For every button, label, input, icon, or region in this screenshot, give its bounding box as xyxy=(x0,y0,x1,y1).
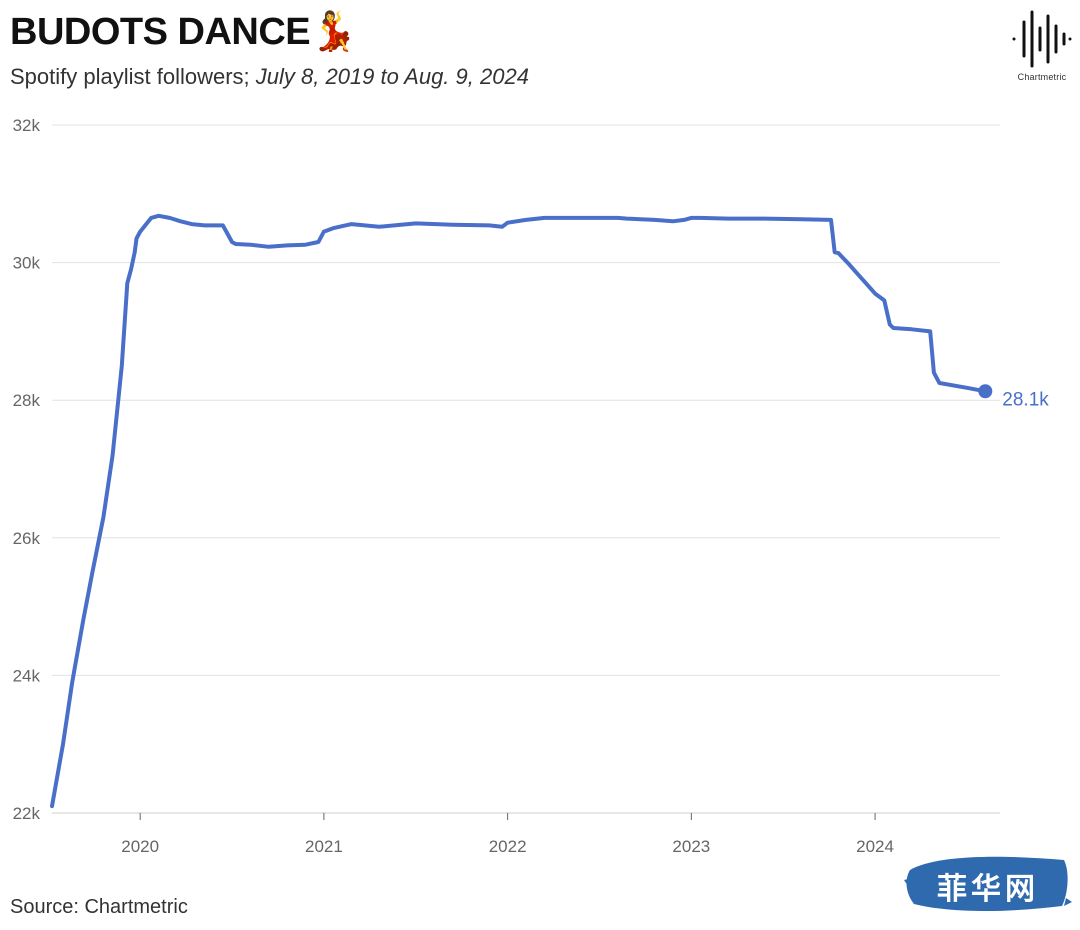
y-tick-label: 32k xyxy=(13,116,41,135)
y-tick-label: 30k xyxy=(13,254,41,273)
y-tick-label: 24k xyxy=(13,666,41,685)
source-note: Source: Chartmetric xyxy=(10,896,188,918)
subtitle-prefix: Spotify playlist followers; xyxy=(10,64,256,89)
y-tick-label: 26k xyxy=(13,529,41,548)
chart-title: BUDOTS DANCE💃 xyxy=(10,10,357,54)
y-tick-label: 22k xyxy=(13,804,41,823)
x-tick-label: 2023 xyxy=(672,837,710,856)
x-tick-label: 2022 xyxy=(489,837,527,856)
chart-title-text: BUDOTS DANCE💃 xyxy=(10,11,357,53)
end-value-label: 28.1k xyxy=(1002,389,1049,410)
chartmetric-logo-icon xyxy=(1012,10,1072,68)
watermark-text: 菲华网 xyxy=(937,872,1039,907)
watermark-brush-icon xyxy=(904,856,1072,911)
end-point xyxy=(978,384,993,399)
series-line xyxy=(50,213,988,809)
x-tick-label: 2024 xyxy=(856,837,894,856)
chartmetric-logo-label: Chartmetric xyxy=(1017,72,1067,82)
line-chart: 22k 24k 26k 28k 30k 32k 2020 2021 2022 2023 2024 28… xyxy=(13,116,1050,856)
chartmetric-logo: Chartmetric xyxy=(1010,8,1074,84)
x-tick-label: 2020 xyxy=(121,837,159,856)
watermark-logo: 菲华网 xyxy=(904,850,1072,916)
subtitle-date-range: July 8, 2019 to Aug. 9, 2024 xyxy=(255,64,529,89)
x-tick-label: 2021 xyxy=(305,837,343,856)
y-tick-label: 28k xyxy=(13,391,41,410)
chart-subtitle: Spotify playlist followers; July 8, 2019… xyxy=(10,64,529,90)
